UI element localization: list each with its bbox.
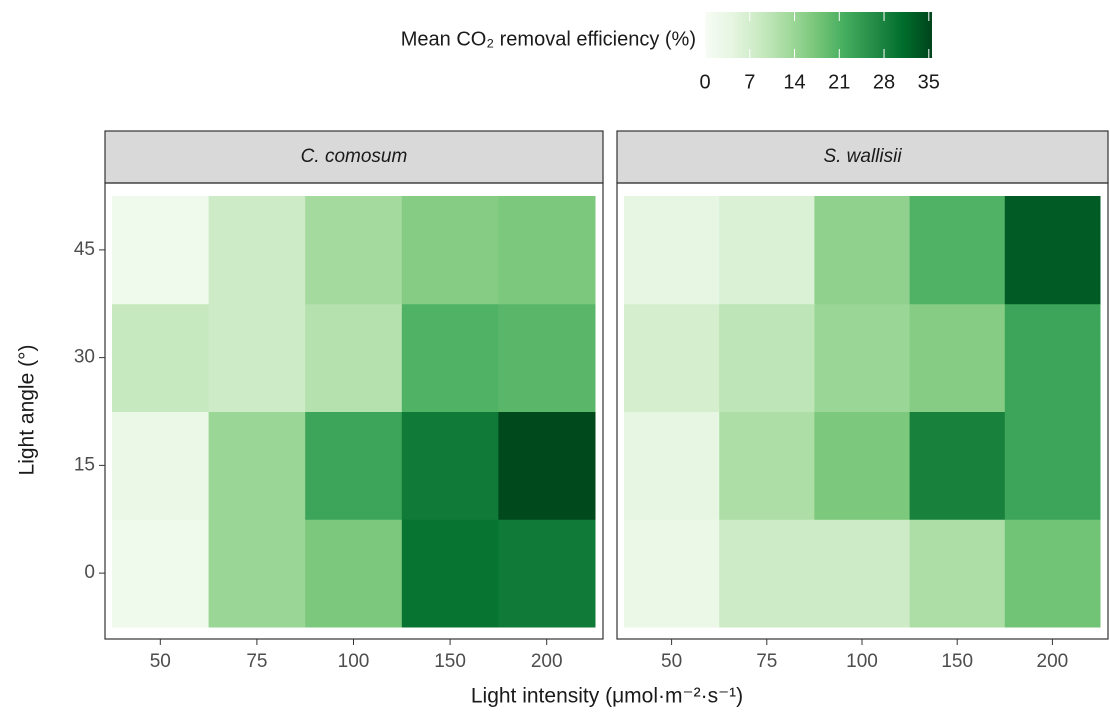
heat-cell <box>1004 519 1101 628</box>
heat-cell <box>401 519 499 628</box>
heat-cell <box>719 519 815 628</box>
heat-cell <box>909 196 1006 305</box>
x-tick-label: 150 <box>434 651 466 672</box>
heat-cell <box>498 303 596 412</box>
colorbar-tick-label: 21 <box>828 71 850 93</box>
heat-cell <box>1004 411 1101 520</box>
heat-cell <box>814 303 911 412</box>
heat-cell <box>909 411 1006 520</box>
x-tick-label: 200 <box>1037 651 1069 672</box>
heat-cell <box>624 411 720 520</box>
heat-cell <box>112 411 210 520</box>
colorbar-tick-label: 0 <box>699 71 710 93</box>
heat-cell <box>305 411 403 520</box>
x-tick-label: 200 <box>531 651 563 672</box>
x-axis-title: Light intensity (μmol·m⁻²·s⁻¹) <box>471 685 743 708</box>
heat-cell <box>624 196 720 305</box>
heat-cell <box>1004 303 1101 412</box>
heat-cell <box>814 519 911 628</box>
heat-cell <box>719 303 815 412</box>
colorbar-tick-label: 7 <box>744 71 755 93</box>
colorbar-tick-label: 28 <box>873 71 895 93</box>
y-axis-title: Light angle (°) <box>16 345 39 476</box>
strip-label: S. wallisii <box>823 146 902 167</box>
colorbar <box>705 12 932 58</box>
heat-cell <box>1004 196 1101 305</box>
y-tick-label: 30 <box>74 347 95 368</box>
x-tick-label: 100 <box>338 651 370 672</box>
x-tick-label: 75 <box>246 651 267 672</box>
heat-cell <box>112 519 210 628</box>
colorbar-tick-label: 35 <box>918 71 940 93</box>
heat-cell <box>498 519 596 628</box>
heat-cell <box>208 519 306 628</box>
legend-title: Mean CO₂ removal efficiency (%) <box>401 28 696 50</box>
heat-cell <box>112 303 210 412</box>
strip <box>104 130 604 184</box>
heat-cell <box>208 303 306 412</box>
heat-cell <box>208 196 306 305</box>
heat-cell <box>112 196 210 305</box>
y-tick-label: 0 <box>84 562 95 583</box>
x-tick-label: 50 <box>661 651 682 672</box>
heat-cell <box>498 196 596 305</box>
heat-cell <box>498 411 596 520</box>
x-tick-label: 150 <box>941 651 973 672</box>
heat-cell <box>719 196 815 305</box>
x-tick-label: 75 <box>756 651 777 672</box>
heat-cell <box>208 411 306 520</box>
colorbar-tick-label: 14 <box>783 71 805 93</box>
heat-cell <box>305 196 403 305</box>
y-tick-label: 15 <box>74 454 95 475</box>
heat-cell <box>401 196 499 305</box>
heat-cell <box>401 303 499 412</box>
heat-cell <box>624 519 720 628</box>
heat-cell <box>909 303 1006 412</box>
heat-cell <box>719 411 815 520</box>
heat-cell <box>909 519 1006 628</box>
x-tick-label: 50 <box>150 651 171 672</box>
heat-cell <box>305 519 403 628</box>
heat-cell <box>401 411 499 520</box>
strip <box>616 130 1109 184</box>
x-tick-label: 100 <box>846 651 878 672</box>
strip-label: C. comosum <box>301 146 408 167</box>
heat-cell <box>814 196 911 305</box>
y-tick-label: 45 <box>74 239 95 260</box>
heat-cell <box>814 411 911 520</box>
heat-cell <box>624 303 720 412</box>
heat-cell <box>305 303 403 412</box>
